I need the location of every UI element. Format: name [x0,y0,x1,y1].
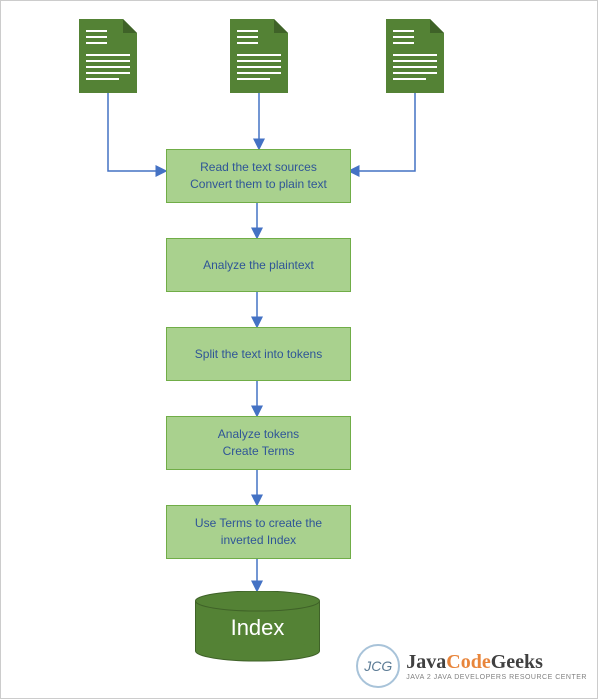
step-text: Use Terms to create the [195,515,322,532]
step-analyze-tokens: Analyze tokens Create Terms [166,416,351,470]
cylinder-label: Index [231,615,285,640]
step-text: Convert them to plain text [190,176,327,193]
step-text: Analyze the plaintext [203,257,314,274]
step-text: Read the text sources [200,159,317,176]
step-split-tokens: Split the text into tokens [166,327,351,381]
diagram-canvas: Read the text sources Convert them to pl… [0,0,598,699]
logo-badge: JCG [356,644,400,688]
logo: JCG JavaCodeGeeks JAVA 2 JAVA DEVELOPERS… [356,644,587,688]
logo-subtitle: JAVA 2 JAVA DEVELOPERS RESOURCE CENTER [406,674,587,681]
index-cylinder: Index [195,591,320,663]
logo-text-block: JavaCodeGeeks JAVA 2 JAVA DEVELOPERS RES… [406,651,587,681]
step-text: Analyze tokens [218,426,299,443]
step-text: inverted Index [221,532,296,549]
logo-badge-text: JCG [364,658,392,674]
step-analyze-plaintext: Analyze the plaintext [166,238,351,292]
logo-title: JavaCodeGeeks [406,651,587,674]
step-use-terms: Use Terms to create the inverted Index [166,505,351,559]
step-text: Create Terms [223,443,295,460]
step-read-sources: Read the text sources Convert them to pl… [166,149,351,203]
step-text: Split the text into tokens [195,346,322,363]
